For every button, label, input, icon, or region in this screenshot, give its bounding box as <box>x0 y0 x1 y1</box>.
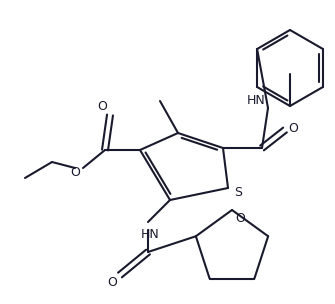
Text: O: O <box>235 212 245 224</box>
Text: O: O <box>107 277 117 289</box>
Text: S: S <box>234 185 242 199</box>
Text: O: O <box>70 165 80 178</box>
Text: O: O <box>97 101 107 113</box>
Text: HN: HN <box>247 94 265 106</box>
Text: O: O <box>288 122 298 134</box>
Text: HN: HN <box>141 227 159 240</box>
